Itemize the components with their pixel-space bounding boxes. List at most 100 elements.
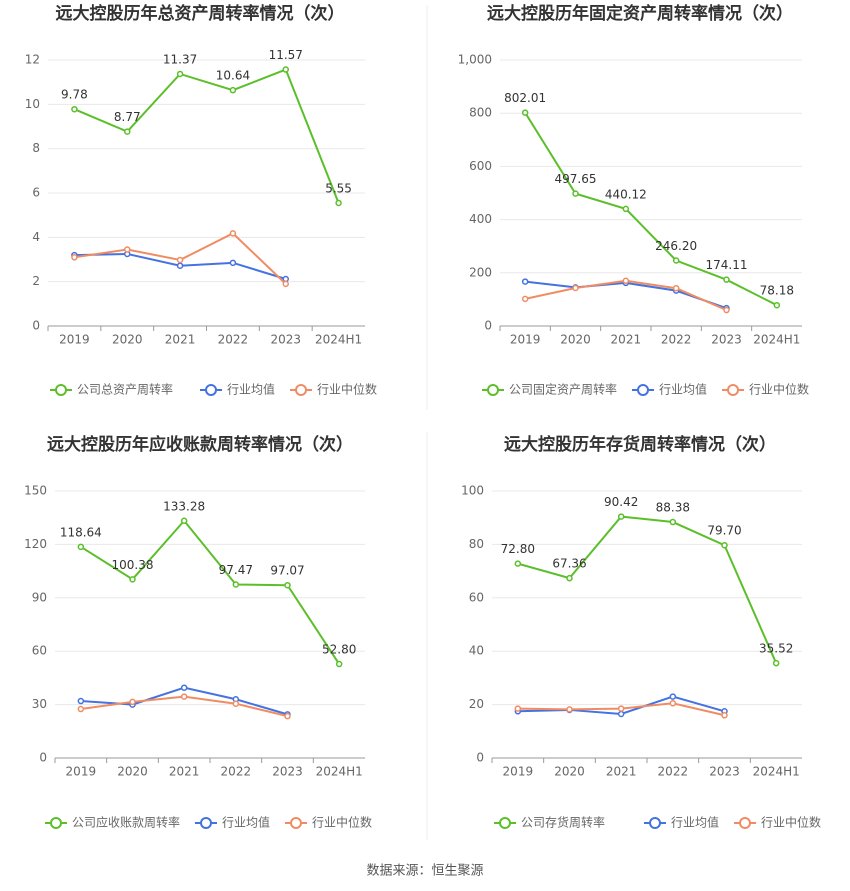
point xyxy=(284,581,291,589)
point xyxy=(229,230,237,237)
x-tick-label: 2023 xyxy=(272,765,303,779)
point xyxy=(284,712,291,720)
y-tick-label: 60 xyxy=(32,644,47,658)
data-label: 10.64 xyxy=(216,69,250,83)
data-label: 440.12 xyxy=(605,187,647,201)
data-label: 246.20 xyxy=(655,239,697,253)
point xyxy=(335,660,343,668)
legend-marker xyxy=(649,817,661,829)
data-label: 97.07 xyxy=(270,564,304,578)
x-tick-label: 2022 xyxy=(658,765,689,779)
point xyxy=(77,543,85,551)
data-label: 35.52 xyxy=(759,642,793,656)
y-tick-label: 20 xyxy=(469,697,484,711)
data-label: 52.80 xyxy=(322,643,356,657)
point xyxy=(721,541,728,549)
y-tick-label: 12 xyxy=(25,53,40,67)
legend-label: 行业均值 xyxy=(659,382,707,397)
data-label: 79.70 xyxy=(707,524,741,538)
y-tick-label: 600 xyxy=(469,159,492,173)
x-tick-label: 2024H1 xyxy=(315,333,362,347)
x-tick-label: 2022 xyxy=(218,333,249,347)
y-tick-label: 80 xyxy=(469,537,484,551)
y-tick-label: 100 xyxy=(461,484,484,498)
x-tick-label: 2022 xyxy=(661,333,692,347)
legend-marker xyxy=(290,817,302,829)
y-tick-label: 0 xyxy=(484,319,492,333)
point xyxy=(617,710,625,718)
series-line xyxy=(80,686,288,716)
chart-title: 远大控股历年总资产周转率情况（次） xyxy=(56,3,345,24)
x-tick-label: 2024H1 xyxy=(316,765,363,779)
point xyxy=(617,705,625,712)
x-tick-label: 2019 xyxy=(66,765,97,779)
legend-label: 行业均值 xyxy=(671,815,719,830)
x-tick-label: 2019 xyxy=(510,333,541,347)
point xyxy=(622,277,630,285)
source: 数据来源：恒生聚源 xyxy=(366,864,483,879)
point xyxy=(282,66,289,73)
legend-label: 行业中位数 xyxy=(317,382,377,397)
data-label: 100.38 xyxy=(112,558,154,572)
x-tick-label: 2020 xyxy=(560,333,591,347)
legend-marker xyxy=(50,817,62,829)
point xyxy=(721,712,728,719)
point xyxy=(723,306,730,314)
point xyxy=(566,706,573,713)
x-tick-label: 2021 xyxy=(165,333,196,347)
point xyxy=(71,254,78,261)
point xyxy=(229,86,237,94)
x-tick-label: 2019 xyxy=(59,333,90,347)
x-tick-label: 2023 xyxy=(709,765,740,779)
y-tick-label: 2 xyxy=(32,274,40,288)
chart-title: 远大控股历年存货周转率情况（次） xyxy=(504,434,776,455)
y-tick-label: 6 xyxy=(32,186,40,200)
point xyxy=(672,284,680,292)
x-tick-label: 2019 xyxy=(503,765,534,779)
point xyxy=(521,295,529,303)
y-tick-label: 40 xyxy=(469,644,484,658)
x-tick-label: 2024H1 xyxy=(753,333,800,347)
point xyxy=(176,256,184,264)
point xyxy=(77,697,85,705)
point xyxy=(124,128,131,135)
point xyxy=(180,684,188,691)
point xyxy=(669,700,677,707)
data-label: 97.47 xyxy=(219,563,253,577)
point xyxy=(124,246,131,253)
series-line xyxy=(517,515,778,664)
data-label: 11.57 xyxy=(269,48,303,62)
legend-marker xyxy=(200,817,212,829)
series-line xyxy=(80,519,341,665)
legend-marker xyxy=(295,384,307,396)
data-label: 5.55 xyxy=(325,181,352,195)
series-line xyxy=(74,68,340,204)
x-tick-label: 2021 xyxy=(606,765,637,779)
point xyxy=(180,693,188,700)
point xyxy=(617,513,625,520)
data-label: 133.28 xyxy=(163,499,205,513)
point xyxy=(232,700,240,707)
x-tick-label: 2024H1 xyxy=(753,765,800,779)
y-tick-label: 120 xyxy=(24,537,47,551)
legend-marker xyxy=(499,817,511,829)
data-label: 11.37 xyxy=(163,52,197,66)
point xyxy=(176,262,184,269)
data-label: 8.77 xyxy=(114,110,141,124)
chart-title: 远大控股历年应收账款周转率情况（次） xyxy=(47,434,353,455)
point xyxy=(335,199,342,207)
data-label: 118.64 xyxy=(60,525,102,539)
data-label: 88.38 xyxy=(656,501,690,515)
x-tick-label: 2020 xyxy=(117,765,148,779)
legend-label: 行业中位数 xyxy=(312,815,372,830)
point xyxy=(572,284,579,292)
y-tick-label: 8 xyxy=(32,141,40,155)
y-tick-label: 90 xyxy=(32,590,47,604)
x-tick-label: 2023 xyxy=(270,333,301,347)
point xyxy=(514,705,522,712)
data-label: 497.65 xyxy=(555,172,597,186)
point xyxy=(71,105,78,113)
point xyxy=(669,693,677,700)
y-tick-label: 30 xyxy=(32,697,47,711)
data-label: 802.01 xyxy=(504,91,546,105)
